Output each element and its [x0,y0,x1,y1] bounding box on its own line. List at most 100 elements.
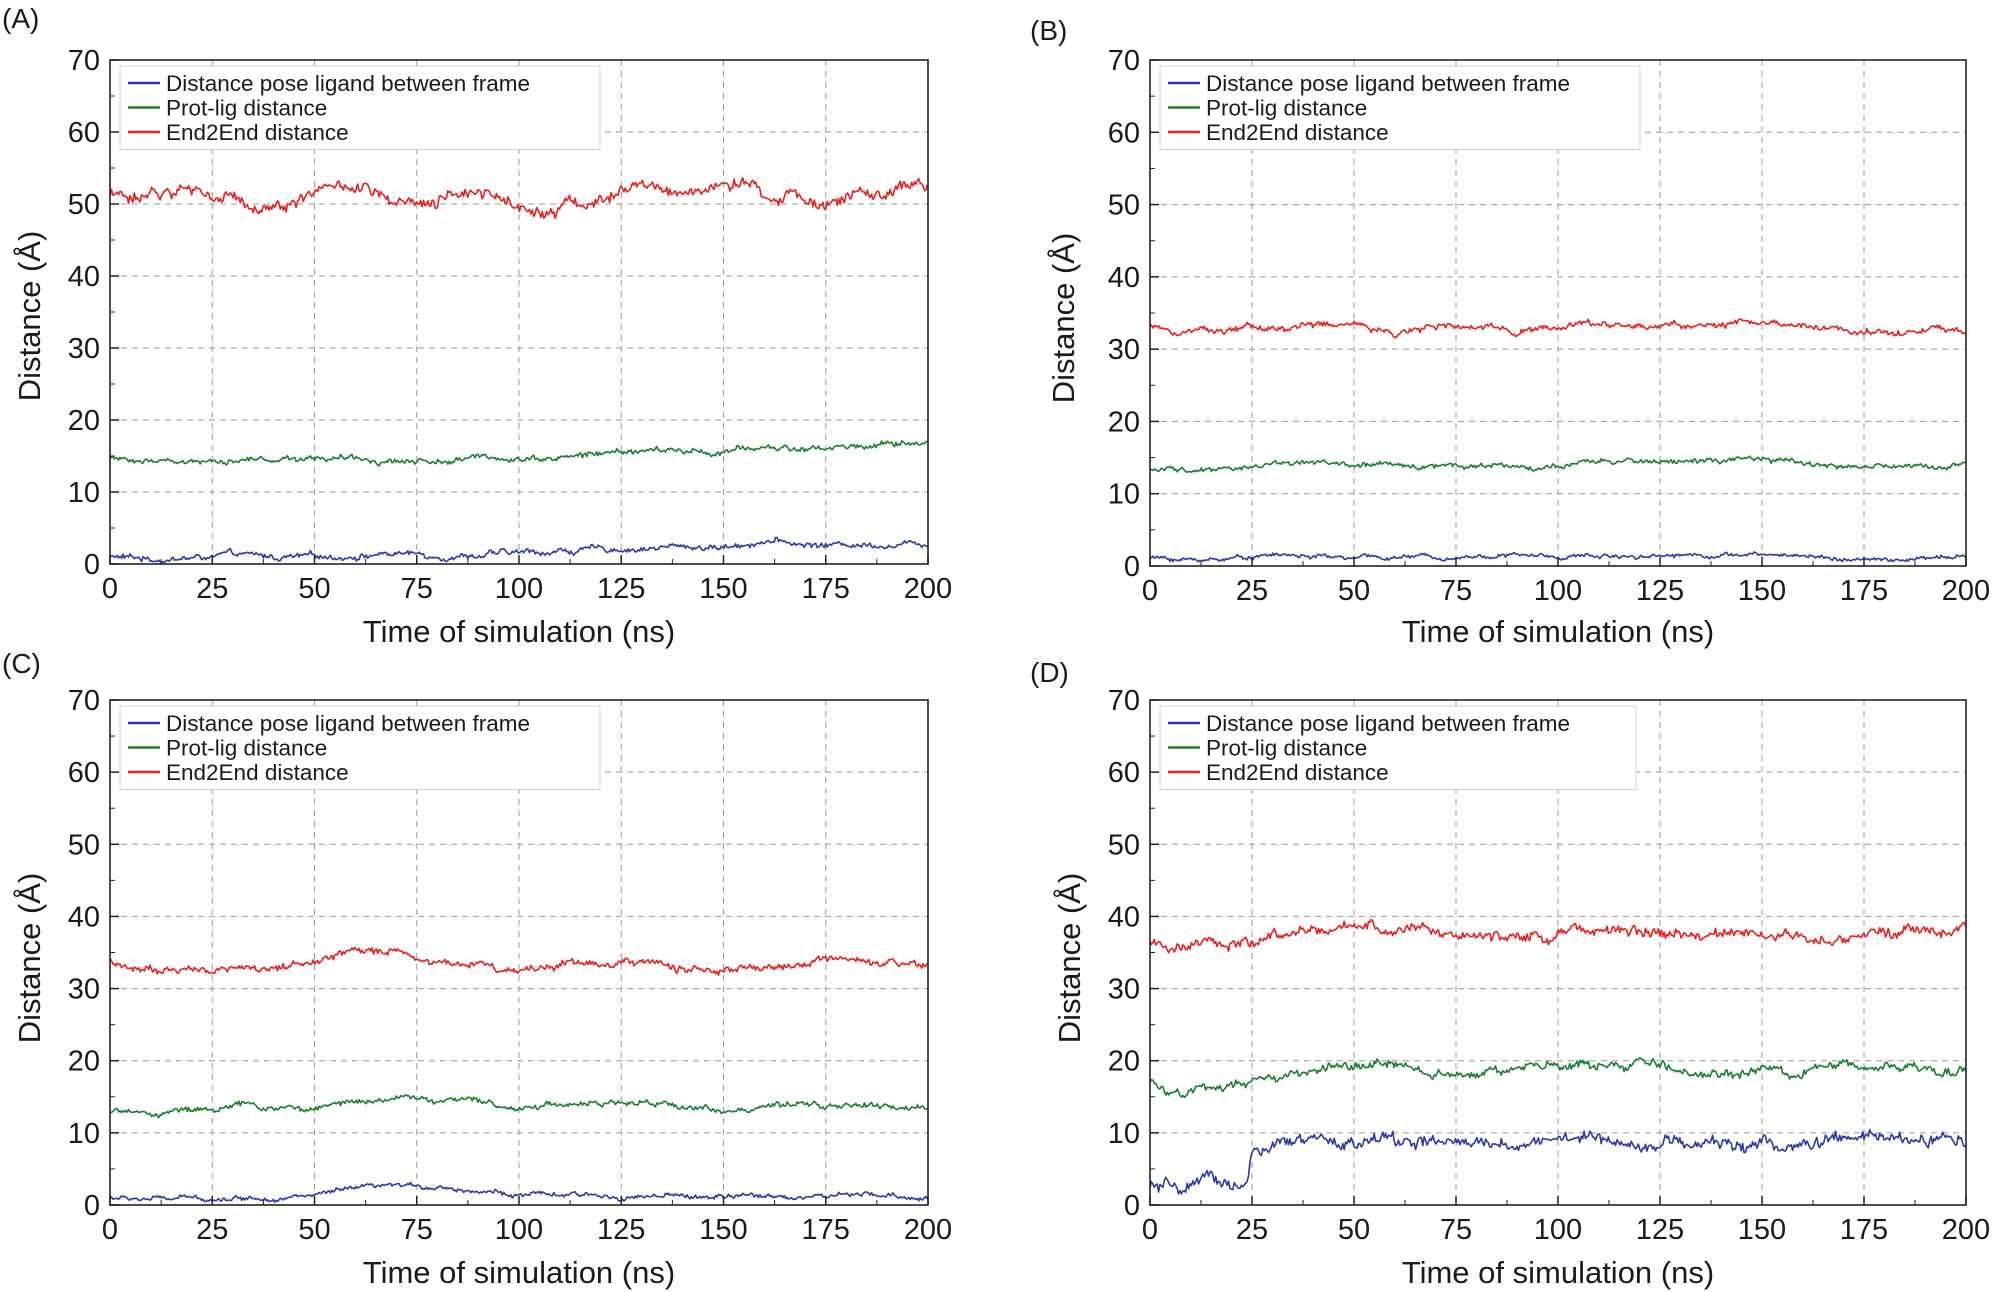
legend-label: Distance pose ligand between frame [166,71,530,96]
y-tick-label: 70 [1108,45,1140,77]
x-tick-label: 25 [1236,1214,1268,1246]
y-tick-label: 60 [1108,117,1140,149]
y-axis-title: Distance (Å) [1052,873,1087,1044]
chart-panel: (A) 0 25 50 75 100 125 150 175 200 0 10 20 30 40 50 60 70… [2,3,952,649]
legend-box [119,65,601,150]
legend-label: Prot-lig distance [1206,96,1367,121]
x-tick-label: 50 [298,1214,330,1246]
x-axis-title: Time of simulation (ns) [1402,614,1714,649]
x-tick-label: 150 [1738,1214,1786,1246]
chart-panel: (D) 0 25 50 75 100 125 150 175 200 0 10 20 30 40 50 60 70… [1030,657,1990,1290]
series-line [109,177,929,220]
x-tick-label: 0 [1142,575,1158,607]
x-tick-label: 200 [904,573,952,605]
legend-label: End2End distance [166,120,349,145]
y-tick-label: 40 [1108,901,1140,933]
x-axis-title: Time of simulation (ns) [363,1255,675,1290]
x-tick-label: 50 [298,573,330,605]
y-tick-label: 10 [1108,1118,1140,1150]
series-line [1149,1057,1967,1099]
y-tick-label: 60 [68,757,100,789]
y-tick-label: 30 [68,974,100,1006]
y-tick-label: 0 [84,1190,100,1222]
legend-label: Distance pose ligand between frame [1206,711,1570,736]
legend-label: Distance pose ligand between frame [166,711,530,736]
y-tick-label: 30 [1108,334,1140,366]
x-tick-label: 175 [1840,575,1888,607]
legend-label: End2End distance [1206,760,1389,785]
x-tick-label: 75 [1440,575,1472,607]
y-tick-label: 70 [1108,685,1140,717]
y-tick-label: 60 [1108,757,1140,789]
x-tick-label: 150 [699,573,747,605]
y-tick-label: 60 [68,117,100,149]
y-tick-label: 50 [68,829,100,861]
y-tick-label: 20 [68,1046,100,1078]
panel-label: (C) [2,648,41,679]
x-tick-label: 200 [1942,1214,1990,1246]
series-line [109,1094,928,1119]
series-line [109,536,928,564]
y-tick-label: 70 [68,45,100,77]
y-tick-label: 10 [1108,479,1140,511]
y-axis-title: Distance (Å) [1046,233,1081,404]
y-tick-label: 0 [1124,551,1140,583]
legend-box [1159,65,1641,150]
legend-label: Prot-lig distance [1206,736,1367,761]
y-tick-label: 50 [1108,829,1140,861]
x-tick-label: 75 [401,573,433,605]
legend-label: End2End distance [166,760,349,785]
series-line [1149,318,1966,339]
series-line [109,1181,929,1203]
y-tick-label: 30 [68,333,100,365]
series-line [109,440,928,467]
x-tick-label: 50 [1338,575,1370,607]
x-tick-label: 75 [1440,1214,1472,1246]
x-axis-title: Time of simulation (ns) [363,614,675,649]
y-axis-title: Distance (Å) [12,873,47,1044]
y-tick-label: 20 [1108,406,1140,438]
x-tick-label: 25 [196,1214,228,1246]
y-tick-label: 30 [1108,974,1140,1006]
x-tick-label: 100 [1534,1214,1582,1246]
x-tick-label: 175 [802,573,850,605]
x-tick-label: 150 [699,1214,747,1246]
x-tick-label: 200 [904,1214,952,1246]
panel-label: (D) [1030,657,1069,688]
series-line [109,946,929,977]
x-tick-label: 150 [1738,575,1786,607]
x-tick-label: 125 [597,573,645,605]
x-tick-label: 25 [196,573,228,605]
panel-label: (B) [1030,15,1067,46]
x-tick-label: 100 [1534,575,1582,607]
x-tick-label: 100 [495,573,543,605]
chart-panel: (C) 0 25 50 75 100 125 150 175 200 0 10 20 30 40 50 60 70… [2,648,952,1290]
x-tick-label: 200 [1942,575,1990,607]
legend-label: End2End distance [1206,120,1389,145]
x-tick-label: 125 [597,1214,645,1246]
x-tick-label: 125 [1636,1214,1684,1246]
y-tick-label: 0 [1124,1190,1140,1222]
series-line [1149,455,1966,474]
x-tick-label: 175 [1840,1214,1888,1246]
y-tick-label: 20 [1108,1046,1140,1078]
x-tick-label: 25 [1236,575,1268,607]
x-tick-label: 100 [495,1214,543,1246]
legend-label: Prot-lig distance [166,96,327,121]
y-tick-label: 70 [68,685,100,717]
chart-panel: (B) 0 25 50 75 100 125 150 175 200 0 10 20 30 40 50 60 70… [1030,15,1990,649]
y-tick-label: 40 [1108,262,1140,294]
x-tick-label: 0 [102,1214,118,1246]
y-tick-label: 50 [68,189,100,221]
y-tick-label: 10 [68,1118,100,1150]
y-tick-label: 40 [68,901,100,933]
x-tick-label: 175 [802,1214,850,1246]
series-line [1149,1128,1966,1195]
x-axis-title: Time of simulation (ns) [1402,1255,1714,1290]
y-tick-label: 40 [68,261,100,293]
legend-label: Prot-lig distance [166,736,327,761]
x-tick-label: 75 [401,1214,433,1246]
y-tick-label: 0 [84,549,100,581]
series-line [1149,918,1967,954]
